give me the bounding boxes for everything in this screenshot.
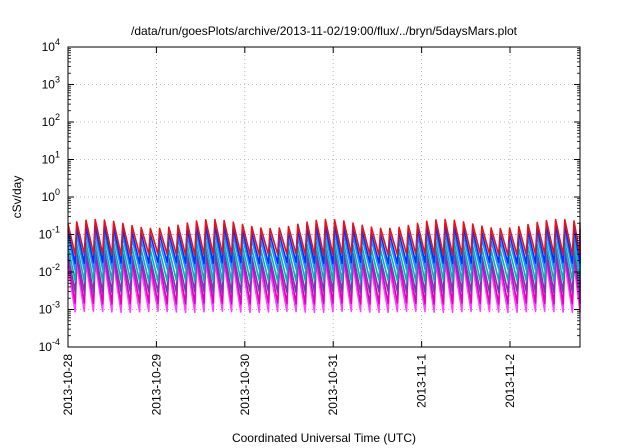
x-tick-label: 2013-10-29 [149,354,163,416]
x-tick-label: 2013-11-1 [415,354,429,408]
y-tick-label: 100 [42,187,60,204]
y-axis-label: cSv/day [10,176,24,219]
y-tick-label: 10-3 [39,300,60,317]
x-axis-label: Coordinated Universal Time (UTC) [232,431,416,445]
plot-area [67,218,581,314]
series-line [67,253,581,305]
x-tick-label: 2013-10-31 [326,354,340,416]
series-line [67,261,581,314]
series-line [67,224,581,265]
y-tick-label: 102 [42,112,60,129]
x-tick-label: 2013-11-2 [503,354,517,408]
y-tick-label: 10-2 [39,262,60,279]
series-line [67,231,581,271]
y-tick-label: 103 [42,75,60,92]
series-line [67,240,581,283]
y-tick-label: 10-1 [39,225,60,242]
series-line [67,218,581,256]
y-tick-label: 101 [42,150,60,167]
y-tick-label: 10-4 [39,337,60,354]
x-tick-label: 2013-10-30 [238,354,252,416]
x-tick-label: 2013-10-28 [61,354,75,416]
chart-title: /data/run/goesPlots/archive/2013-11-02/1… [131,24,518,38]
series-line [67,248,581,294]
y-tick-label: 104 [42,37,60,54]
x-axis: 2013-10-28 2013-10-29 2013-10-30 2013-10-31… [61,47,517,415]
y-axis: 10-4 10-3 10-2 10-1 100 101 102 103 104 [39,37,580,354]
